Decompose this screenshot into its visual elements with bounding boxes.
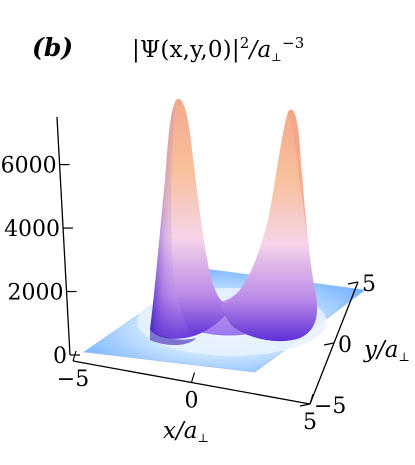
z-tick-label: 6000 bbox=[1, 154, 57, 179]
z-tick-label: 2000 bbox=[8, 281, 64, 306]
title-mid: /a bbox=[249, 37, 272, 63]
y-axis-label: y/a⊥ bbox=[363, 337, 410, 364]
y-tick-label: 0 bbox=[338, 333, 352, 358]
x-ticks: −5 0 5 bbox=[57, 350, 317, 435]
y-tick-label: −5 bbox=[314, 394, 346, 419]
x-tick-mark bbox=[72, 350, 77, 362]
x-tick-label: 0 bbox=[185, 389, 199, 414]
chart-title: |Ψ(x,y,0)|2/a⊥−3 bbox=[132, 34, 304, 64]
title-sup-power: 2 bbox=[239, 34, 250, 52]
right-peak bbox=[220, 109, 318, 342]
z-ticks: 0 2000 4000 6000 bbox=[1, 154, 80, 369]
y-tick-mark bbox=[299, 403, 311, 407]
title-sub: ⊥ bbox=[271, 51, 282, 64]
z-axis-line bbox=[56, 116, 71, 356]
y-ticks: −5 0 5 bbox=[299, 272, 376, 419]
x-tick-label: −5 bbox=[57, 367, 89, 392]
left-peak-shade bbox=[150, 100, 195, 338]
panel-label: (b) bbox=[32, 33, 74, 62]
y-tick-label: 5 bbox=[362, 272, 376, 297]
title-main: |Ψ(x,y,0)| bbox=[132, 37, 240, 63]
right-peak-highlight bbox=[288, 109, 314, 286]
y-tick-mark bbox=[347, 281, 359, 285]
x-tick-mark bbox=[190, 372, 196, 383]
y-tick-mark bbox=[323, 342, 335, 346]
z-tick-label: 4000 bbox=[4, 217, 60, 242]
base-shadow bbox=[150, 330, 196, 346]
z-tick-label: 0 bbox=[53, 344, 67, 369]
title-sup-exp: −3 bbox=[281, 34, 305, 52]
x-tick-mark bbox=[309, 393, 314, 405]
x-axis-label: x/a⊥ bbox=[163, 418, 209, 445]
x-tick-label: 5 bbox=[303, 410, 317, 435]
